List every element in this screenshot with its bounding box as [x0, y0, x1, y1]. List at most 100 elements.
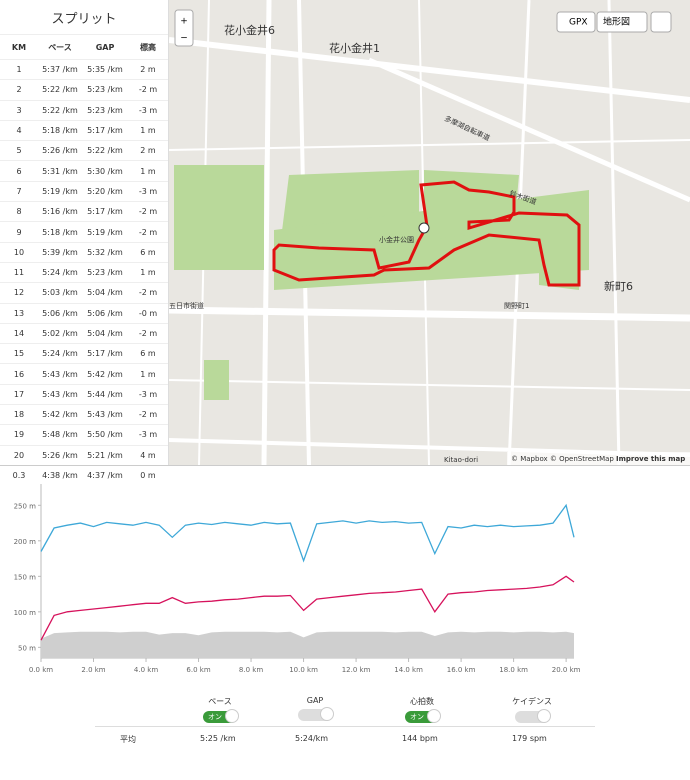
- map[interactable]: 花小金井6 花小金井1 新町6 小金井公園 五日市街道 鈴木街道 多摩湖自転車道…: [169, 0, 690, 465]
- split-cell: 6: [16, 166, 22, 176]
- column-header: 標高: [140, 42, 156, 52]
- split-cell: 5:20 /km: [87, 186, 123, 196]
- x-tick-label: 6.0 km: [186, 666, 210, 674]
- split-row: 1 5:37 /km 5:35 /km 2 m: [0, 59, 168, 79]
- split-cell: 5:39 /km: [42, 247, 78, 257]
- split-cell: 5:43 /km: [42, 369, 78, 379]
- split-cell: 5:32 /km: [87, 247, 123, 257]
- series-line: [40, 503, 575, 563]
- split-cell: 6 m: [140, 349, 156, 359]
- map-label: 五日市街道: [169, 301, 204, 310]
- toggle-switch[interactable]: オン: [405, 709, 441, 723]
- zoom-out[interactable]: −: [180, 34, 188, 44]
- split-cell: 5:23 /km: [87, 85, 123, 95]
- split-cell: 1 m: [140, 268, 156, 278]
- split-cell: -2 m: [138, 85, 158, 95]
- split-cell: 15: [13, 349, 25, 359]
- split-cell: 5:50 /km: [87, 430, 123, 440]
- split-cell: -0 m: [138, 308, 158, 318]
- splits-header: KM ペース GAP 標高: [0, 34, 168, 59]
- x-tick-label: 20.0 km: [552, 666, 581, 674]
- split-row: 18 5:42 /km 5:43 /km -2 m: [0, 404, 168, 424]
- route: [272, 180, 581, 287]
- start-marker: [418, 222, 430, 234]
- split-row: 6 5:31 /km 5:30 /km 1 m: [0, 160, 168, 180]
- toggle-switch[interactable]: [515, 709, 551, 723]
- layer-button[interactable]: 地形図: [603, 16, 630, 28]
- split-cell: 5:18 /km: [42, 227, 78, 237]
- split-cell: 1 m: [140, 126, 156, 136]
- split-cell: 5:03 /km: [42, 288, 78, 298]
- split-cell: 3: [16, 105, 22, 115]
- split-cell: 5:30 /km: [87, 166, 123, 176]
- split-cell: 5:26 /km: [42, 146, 78, 156]
- split-row: 20 5:26 /km 5:21 /km 4 m: [0, 444, 168, 465]
- split-cell: 6 m: [140, 247, 156, 257]
- average-value: 5:25 /km: [200, 734, 236, 743]
- split-row: 19 5:48 /km 5:50 /km -3 m: [0, 424, 168, 444]
- toggle-label: 心拍数: [410, 697, 434, 706]
- map-label: 新町6: [604, 279, 633, 293]
- map-label: 小金井公園: [379, 235, 414, 244]
- split-cell: -2 m: [138, 227, 158, 237]
- series-line: [40, 575, 575, 641]
- split-cell: -2 m: [138, 288, 158, 298]
- split-cell: 17: [13, 389, 25, 399]
- y-tick-label: 50 m: [18, 644, 36, 652]
- split-row: 13 5:06 /km 5:06 /km -0 m: [0, 302, 168, 323]
- split-cell: -3 m: [138, 105, 158, 115]
- split-row: 15 5:24 /km 5:17 /km 6 m: [0, 343, 168, 363]
- split-cell: 1 m: [140, 369, 156, 379]
- split-cell: 5:18 /km: [42, 126, 78, 136]
- split-row: 8 5:16 /km 5:17 /km -2 m: [0, 201, 168, 221]
- split-row: 11 5:24 /km 5:23 /km 1 m: [0, 261, 168, 282]
- zoom-in[interactable]: +: [180, 17, 188, 27]
- x-tick-label: 2.0 km: [81, 666, 105, 674]
- split-cell: 5:19 /km: [87, 227, 123, 237]
- average-label: 平均: [120, 735, 136, 744]
- toggle-label: GAP: [306, 696, 324, 705]
- y-tick-label: 200 m: [14, 538, 37, 546]
- splits-panel: スプリット KM ペース GAP 標高 1 5:37 /km 5:35 /km 2 m 2 5:…: [0, 0, 169, 480]
- split-cell: 5:06 /km: [87, 308, 123, 318]
- split-cell: 10: [13, 247, 25, 257]
- split-cell: 0.3: [12, 471, 26, 481]
- split-cell: 16: [13, 369, 25, 379]
- split-cell: 5:23 /km: [87, 268, 123, 278]
- split-row: 4 5:18 /km 5:17 /km 1 m: [0, 119, 168, 140]
- improve-map[interactable]: Improve this map: [616, 455, 685, 463]
- split-cell: 2: [16, 85, 22, 95]
- x-tick-label: 4.0 km: [134, 666, 158, 674]
- toggle-switch[interactable]: オン: [203, 709, 239, 723]
- split-cell: 5:31 /km: [42, 166, 78, 176]
- fullscreen-button[interactable]: [650, 11, 672, 33]
- column-header: GAP: [95, 42, 115, 52]
- elevation-area: [41, 631, 574, 658]
- map-label: 花小金井1: [329, 41, 380, 55]
- split-cell: 9: [16, 227, 22, 237]
- split-row: 5 5:26 /km 5:22 /km 2 m: [0, 140, 168, 160]
- split-cell: 5:06 /km: [42, 308, 78, 318]
- split-cell: -3 m: [138, 186, 158, 196]
- separator: [95, 726, 595, 727]
- split-row: 2 5:22 /km 5:23 /km -2 m: [0, 79, 168, 99]
- average-value: 5:24/km: [295, 734, 329, 743]
- split-cell: 7: [16, 186, 22, 196]
- split-cell: 13: [13, 308, 25, 318]
- split-cell: 4: [16, 126, 22, 136]
- split-cell: 5:23 /km: [87, 105, 123, 115]
- split-cell: -2 m: [138, 329, 158, 338]
- split-row: 10 5:39 /km 5:32 /km 6 m: [0, 241, 168, 262]
- average-value: 179 spm: [512, 734, 547, 743]
- split-cell: 20: [13, 450, 25, 460]
- toggle-label: ケイデンス: [512, 697, 552, 706]
- toggle-switch[interactable]: [298, 707, 334, 721]
- split-cell: 19: [13, 430, 25, 440]
- split-cell: 14: [13, 329, 25, 338]
- toggle-group: GAP: [275, 696, 355, 723]
- split-cell: 5:17 /km: [87, 126, 123, 136]
- split-cell: 5:26 /km: [42, 450, 78, 460]
- gpx-button[interactable]: GPX: [569, 18, 588, 28]
- split-cell: 5:22 /km: [42, 105, 78, 115]
- split-row: 14 5:02 /km 5:04 /km -2 m: [0, 322, 168, 343]
